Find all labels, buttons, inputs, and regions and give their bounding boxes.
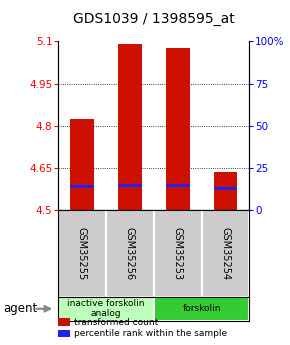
Text: GSM35255: GSM35255 [77, 227, 87, 280]
Bar [118, 44, 142, 210]
Bar [213, 172, 238, 210]
Bar [70, 185, 94, 188]
Text: GSM35254: GSM35254 [220, 227, 231, 280]
Bar [106, 210, 154, 297]
Bar [213, 187, 238, 190]
Text: GSM35256: GSM35256 [125, 227, 135, 280]
Text: GSM35253: GSM35253 [173, 227, 183, 280]
Bar [202, 210, 249, 297]
Bar [154, 210, 202, 297]
Text: percentile rank within the sample: percentile rank within the sample [74, 329, 227, 338]
Text: forskolin: forskolin [182, 304, 221, 313]
Bar [118, 184, 142, 187]
Bar [166, 48, 190, 210]
Bar [70, 119, 94, 210]
Bar [58, 297, 154, 321]
Bar [154, 297, 249, 321]
Text: agent: agent [3, 302, 37, 315]
Text: transformed count: transformed count [74, 318, 158, 327]
Text: GDS1039 / 1398595_at: GDS1039 / 1398595_at [73, 12, 235, 26]
Text: inactive forskolin
analog: inactive forskolin analog [67, 299, 145, 318]
Bar [58, 210, 106, 297]
Bar [166, 184, 190, 187]
